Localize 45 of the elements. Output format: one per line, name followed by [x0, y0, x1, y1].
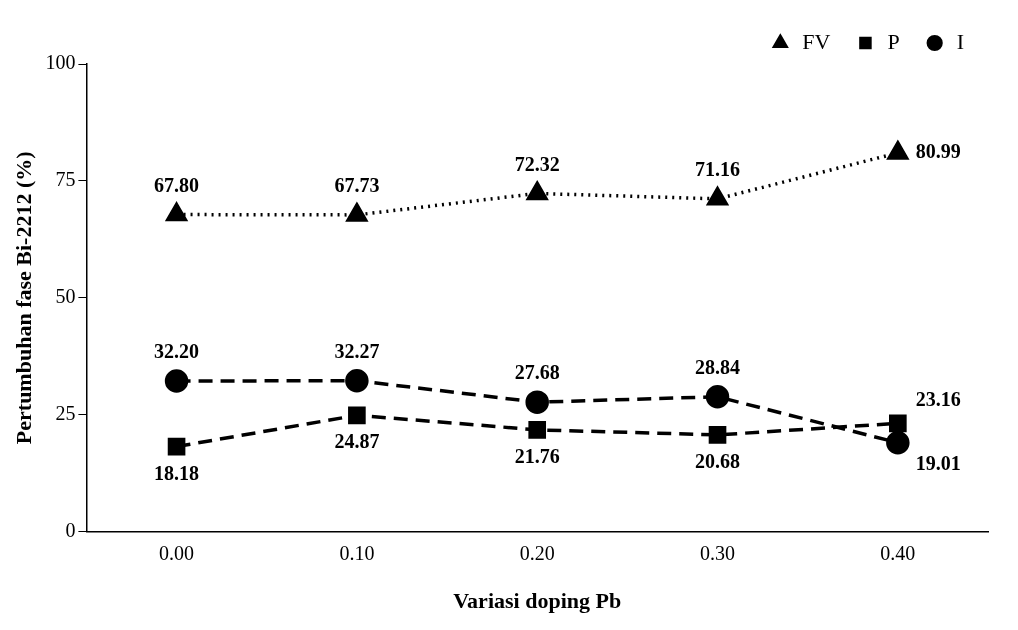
point	[889, 414, 907, 433]
x-tick-label: 0.00	[159, 541, 195, 564]
data-label: 67.73	[334, 174, 380, 197]
point	[348, 406, 366, 425]
data-label: 71.16	[695, 158, 741, 181]
data-label: 32.20	[154, 340, 200, 363]
y-tick-label: 100	[45, 51, 76, 74]
legend-label: FV	[802, 28, 831, 54]
point	[708, 426, 727, 444]
point	[526, 181, 548, 201]
point	[707, 187, 728, 206]
y-tick-label: 0	[65, 518, 76, 541]
y-axis-title: Pertumbuhan fase Bi-2212 (%)	[10, 151, 36, 445]
data-label: 67.80	[154, 173, 200, 196]
point	[528, 421, 547, 439]
x-tick-label: 0.40	[880, 541, 916, 564]
point	[886, 430, 910, 455]
point	[887, 141, 909, 160]
y-tick-label: 25	[55, 401, 76, 424]
data-label: 23.16	[915, 388, 961, 411]
data-label: 27.68	[514, 361, 560, 384]
legend-label: I	[956, 28, 964, 54]
data-label: 20.68	[695, 450, 741, 473]
data-label: 21.76	[514, 445, 560, 468]
data-label: 28.84	[695, 355, 741, 378]
point	[345, 368, 369, 393]
y-tick-label: 50	[55, 285, 76, 308]
data-label: 72.32	[514, 152, 560, 175]
point	[164, 369, 189, 393]
x-tick-label: 0.20	[519, 541, 555, 564]
point	[346, 203, 368, 222]
x-tick-label: 0.30	[700, 541, 736, 564]
y-tick-label: 75	[55, 168, 76, 191]
legend-label: P	[887, 28, 900, 54]
x-axis-title: Variasi doping Pb	[453, 588, 622, 614]
data-label: 24.87	[334, 430, 380, 453]
data-label: 18.18	[154, 461, 200, 484]
point	[167, 437, 186, 456]
data-label: 19.01	[915, 451, 961, 474]
point	[705, 384, 730, 409]
data-label: 32.27	[334, 339, 380, 362]
x-tick-label: 0.10	[339, 541, 375, 564]
data-label: 80.99	[915, 140, 961, 163]
point	[166, 202, 187, 222]
point	[525, 390, 549, 414]
